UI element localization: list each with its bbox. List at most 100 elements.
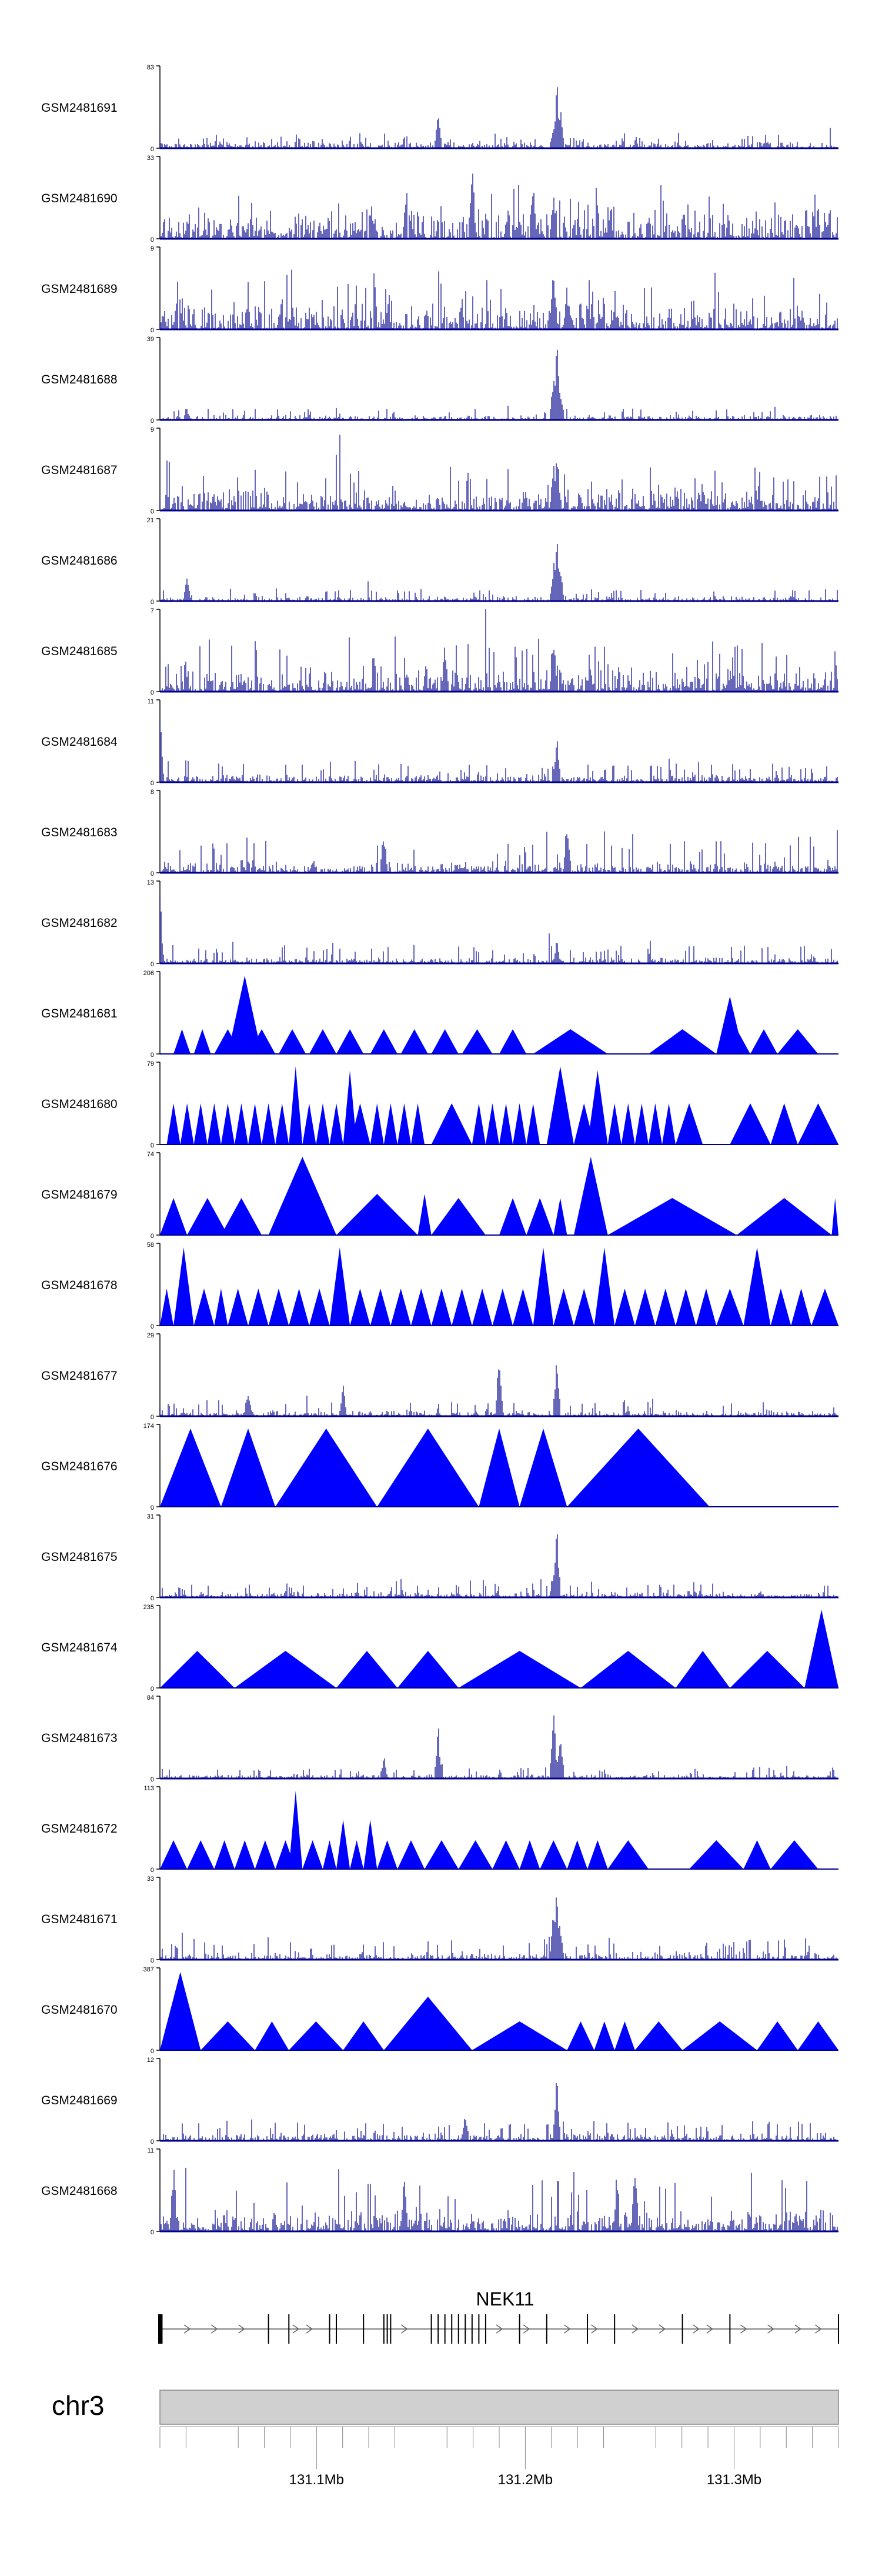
y-tick-min-label: 0 — [151, 689, 154, 696]
signal-peak-29 — [621, 1103, 635, 1144]
gene-exon — [729, 2314, 731, 2344]
y-tick-max-label: 11 — [148, 698, 154, 705]
signal-peak-17 — [492, 1289, 513, 1326]
signal-peak-18 — [410, 1103, 425, 1144]
y-tick-min-label: 0 — [151, 1233, 154, 1240]
signal-peak-6 — [309, 1029, 337, 1054]
signal-bars — [159, 2167, 838, 2231]
y-tick-max-label: 29 — [147, 1332, 154, 1339]
track-GSM2481684: GSM2481684 11 0 — [41, 698, 838, 787]
gene-model: NEK11 — [158, 2288, 839, 2344]
signal-peak-11 — [682, 2021, 757, 2050]
y-tick-max-label: 12 — [147, 2057, 154, 2064]
gene-exon — [336, 2314, 338, 2344]
signal-bars — [159, 269, 838, 329]
signal-triangles — [160, 1157, 838, 1235]
signal-peak-0 — [166, 1103, 181, 1144]
signal-peak-32 — [811, 1289, 838, 1326]
y-tick-max-label: 9 — [151, 426, 154, 433]
gene-exon — [268, 2314, 269, 2344]
signal-peak-1 — [173, 1247, 194, 1326]
y-tick-max-label: 58 — [147, 1242, 154, 1249]
y-tick-max-label: 74 — [147, 1151, 154, 1158]
y-tick-min-label: 0 — [151, 1052, 154, 1059]
signal-peak-3 — [207, 1103, 221, 1144]
track-label: GSM2481674 — [41, 1641, 118, 1654]
signal-peak-3 — [289, 2021, 343, 2050]
signal-triangles — [160, 1610, 838, 1688]
y-tick-min-label: 0 — [151, 1595, 154, 1602]
signal-peak-18 — [540, 1840, 567, 1869]
signal-peak-15 — [458, 1840, 493, 1869]
signal-peak-19 — [567, 1840, 588, 1869]
signal-peak-7 — [302, 1840, 323, 1869]
signal-peak-8 — [309, 1289, 330, 1326]
signal-peak-3 — [268, 1157, 337, 1235]
y-tick-max-label: 84 — [147, 1694, 154, 1701]
signal-peak-33 — [676, 1103, 703, 1144]
signal-peak-4 — [248, 1029, 276, 1054]
gene-strand-arrow — [706, 2324, 714, 2334]
signal-peak-4 — [479, 1429, 520, 1507]
track-GSM2481682: GSM2481682 13 0 — [41, 879, 838, 968]
signal-peak-21 — [607, 1840, 649, 1869]
signal-peak-8 — [594, 2021, 615, 2050]
signal-peak-2 — [193, 1289, 215, 1326]
signal-peak-22 — [594, 1247, 615, 1326]
track-GSM2481670: GSM2481670 387 0 — [41, 1966, 838, 2055]
signal-peak-2 — [336, 1651, 397, 1688]
signal-peak-9 — [400, 1029, 428, 1054]
signal-peak-4 — [336, 1194, 418, 1235]
chromosome-band — [159, 2390, 839, 2425]
signal-bars — [159, 2083, 838, 2141]
signal-peak-8 — [275, 1103, 289, 1144]
signal-peak-5 — [248, 1289, 269, 1326]
gene-exon — [437, 2314, 439, 2344]
gene-exon — [390, 2314, 392, 2344]
y-tick-max-label: 33 — [147, 1876, 154, 1883]
track-label: GSM2481676 — [41, 1460, 118, 1473]
gene-label: NEK11 — [476, 2288, 534, 2310]
signal-peak-23 — [743, 1840, 771, 1869]
gene-exon — [478, 2314, 480, 2344]
signal-peak-4 — [220, 1103, 235, 1144]
signal-peak-5 — [417, 1194, 432, 1235]
gene-strand-arrow — [292, 2324, 300, 2334]
y-tick-max-label: 11 — [148, 2147, 154, 2154]
signal-triangles — [173, 976, 818, 1054]
gene-strand-arrow — [632, 2324, 639, 2334]
signal-peak-15 — [370, 1103, 384, 1144]
y-tick-min-label: 0 — [151, 1957, 154, 1964]
x-tick-label: 131.1Mb — [289, 2472, 344, 2488]
signal-peak-13 — [831, 1198, 838, 1235]
signal-peak-20 — [472, 1103, 486, 1144]
signal-bars — [159, 173, 838, 239]
signal-peak-6 — [676, 1651, 730, 1688]
gene-strand-arrow — [401, 2324, 408, 2334]
signal-peak-16 — [723, 1029, 750, 1054]
signal-peak-22 — [499, 1103, 513, 1144]
signal-bars — [159, 87, 838, 148]
signal-peak-20 — [587, 1840, 608, 1869]
signal-peak-36 — [797, 1103, 838, 1144]
y-tick-min-label: 0 — [151, 870, 154, 877]
signal-peak-7 — [730, 1651, 805, 1688]
y-tick-max-label: 21 — [147, 517, 154, 524]
y-tick-max-label: 33 — [147, 155, 154, 162]
signal-triangles — [160, 1429, 710, 1507]
signal-peak-8 — [322, 1840, 337, 1869]
signal-peak-13 — [533, 1029, 608, 1054]
signal-peak-17 — [397, 1103, 411, 1144]
track-label: GSM2481682 — [41, 916, 118, 930]
signal-peak-9 — [614, 2021, 635, 2050]
signal-peak-24 — [770, 1840, 818, 1869]
track-label: GSM2481687 — [41, 463, 118, 477]
signal-peak-24 — [526, 1103, 540, 1144]
y-tick-max-label: 83 — [147, 64, 154, 71]
signal-peak-3 — [214, 1289, 228, 1326]
gene-strand-arrow — [767, 2324, 774, 2334]
gene-exon — [160, 2314, 162, 2344]
signal-peak-0 — [160, 1198, 188, 1235]
signal-peak-28 — [607, 1103, 622, 1144]
y-tick-max-label: 9 — [151, 245, 154, 252]
